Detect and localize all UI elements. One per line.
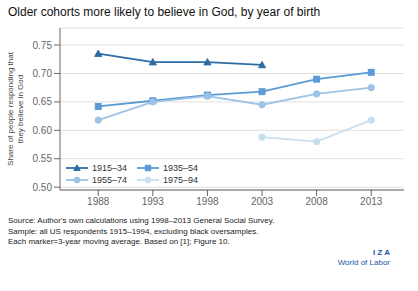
html-text:1935–54: 1935–54 [163,163,199,173]
svg-text:0.65: 0.65 [33,96,53,107]
svg-text:1988: 1988 [87,196,110,207]
svg-text:2003: 2003 [251,196,274,207]
svg-text:0.60: 0.60 [33,125,53,136]
html-text:Older cohorts more likely to b: Older cohorts more likely to believe in … [8,5,321,19]
html-text:1915–34: 1915–34 [92,163,127,173]
svg-text:2013: 2013 [360,196,383,207]
html-text:I Z A: I Z A [373,247,390,257]
html-text:World of Labor: World of Labor [337,258,390,267]
svg-text:0.55: 0.55 [33,153,53,164]
html-text:1975–94: 1975–94 [163,175,199,185]
html-text:1955–74: 1955–74 [92,175,127,185]
svg-text:0.70: 0.70 [33,68,53,79]
svg-text:2008: 2008 [306,196,329,207]
html-text:Sample: all US respondents 191: Sample: all US respondents 1915–1994, ex… [8,226,259,236]
svg-text:1993: 1993 [142,196,165,207]
svg-text:0.50: 0.50 [33,182,53,193]
svg-text:Share of people responding tha: Share of people responding thatthey beli… [8,51,25,166]
html-text:Source: Author's own calculati: Source: Author's own calculations using … [8,216,275,225]
svg-text:0.75: 0.75 [33,40,53,51]
svg-text:1998: 1998 [196,196,219,207]
html-text:Each marker=3-year moving aver: Each marker=3-year moving average. Based… [8,237,230,246]
